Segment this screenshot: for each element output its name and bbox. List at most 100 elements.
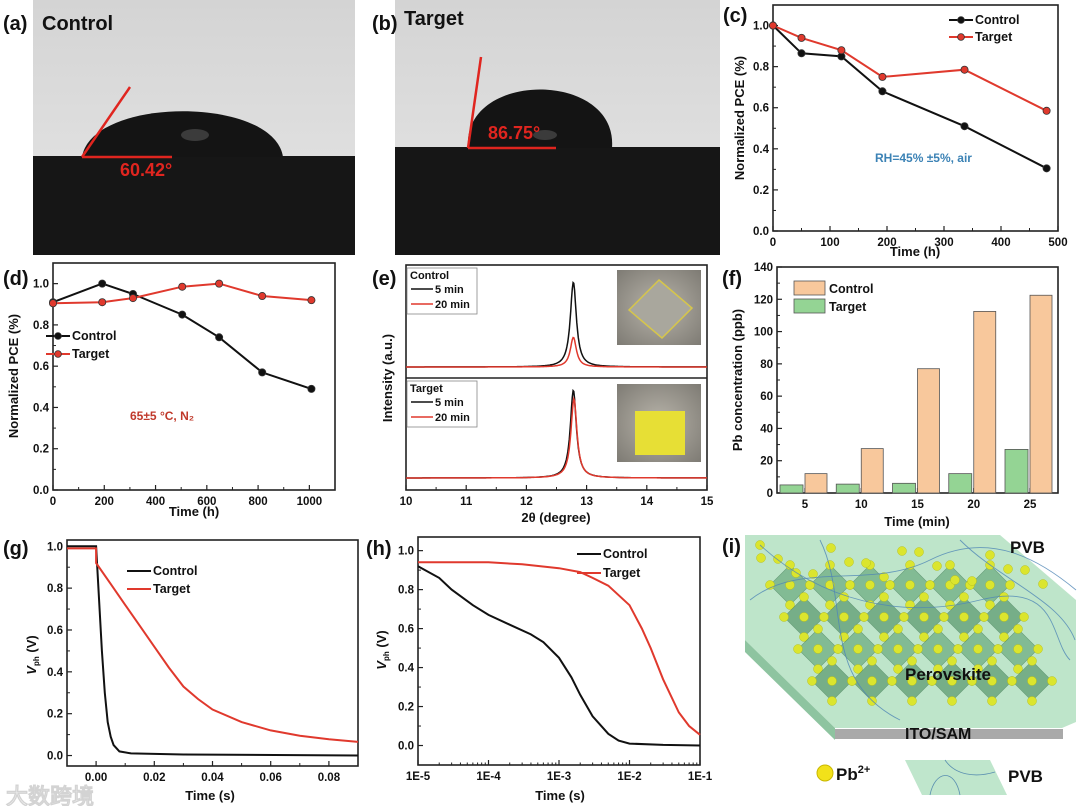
y-tick-label: 0.4 xyxy=(47,667,64,679)
x-tick-label: 400 xyxy=(146,496,165,508)
panel-i-schematic: PVB Perovskite ITO/SAM Pb2+ PVB (i) xyxy=(722,535,1077,796)
data-point-control xyxy=(178,310,187,319)
data-point-control xyxy=(307,384,316,393)
pb-ion-dot xyxy=(819,612,829,622)
legend-title: Control xyxy=(410,270,449,282)
x-tick-label: 0.06 xyxy=(260,772,282,784)
pb-ion-dot xyxy=(893,644,903,654)
x-tick-label: 10 xyxy=(855,499,868,511)
pb-ion-dot xyxy=(913,644,923,654)
label-pvb-top: PVB xyxy=(1010,538,1045,557)
legend-box xyxy=(406,267,478,315)
pb-ion-dot xyxy=(939,612,949,622)
y-tick-label: 0.8 xyxy=(47,583,64,595)
droplet xyxy=(467,89,613,148)
pb-ion-dot xyxy=(839,612,849,622)
pb-ion-dot xyxy=(1027,656,1037,666)
data-point-target xyxy=(769,21,778,30)
pb-ion-dot xyxy=(907,676,917,686)
pb-ion-dot xyxy=(885,580,895,590)
data-point-control xyxy=(797,49,806,58)
pb-ion-dot xyxy=(1033,644,1043,654)
legend-label-target: Target xyxy=(603,566,641,580)
y-tick-label: 0.6 xyxy=(47,625,63,637)
pb-ion-dot xyxy=(987,696,997,706)
y-tick-label: 20 xyxy=(760,456,773,468)
x-tick-label: 10 xyxy=(400,496,413,508)
pb-ion-dot xyxy=(1013,624,1023,634)
pvb-legend-chains xyxy=(929,759,996,796)
pb-ion-dot xyxy=(905,580,915,590)
x-tick-label: 1E-2 xyxy=(617,771,641,783)
photo-title-target: Target xyxy=(404,8,464,30)
pb-ion-dot xyxy=(967,576,977,586)
yellow-film xyxy=(635,411,685,455)
y-tick-label: 0 xyxy=(767,488,773,500)
pb-ion-dot xyxy=(785,580,795,590)
data-point-control xyxy=(215,333,224,342)
pb-ion-dot xyxy=(979,612,989,622)
pb-ion-dot xyxy=(879,632,889,642)
pb-ion-dot xyxy=(813,644,823,654)
y-tick-label: 0.6 xyxy=(33,361,49,373)
pb-ion-dot xyxy=(859,612,869,622)
pb-ion-dot xyxy=(999,632,1009,642)
pb-ion-dot xyxy=(967,676,977,686)
pb-ion-dot xyxy=(826,543,836,553)
panel-label-g: (g) xyxy=(3,538,29,560)
panel-label-i: (i) xyxy=(722,536,741,558)
x-tick-label: 14 xyxy=(640,496,653,508)
pb-ion-dot xyxy=(907,656,917,666)
pb-ion-dot xyxy=(879,612,889,622)
y-label-subscript: ph xyxy=(382,651,391,661)
pb-ion-dot xyxy=(985,550,995,560)
x-tick-label: 0.04 xyxy=(201,772,224,784)
substrate xyxy=(33,156,355,255)
plot-frame xyxy=(52,262,336,491)
x-tick-label: 500 xyxy=(1048,237,1067,249)
pb-ion-dot xyxy=(959,592,969,602)
pb-ion-dot xyxy=(907,696,917,706)
legend-label: 20 min xyxy=(435,299,470,311)
condition-annotation: RH=45% ±5%, air xyxy=(875,151,972,165)
data-point-target xyxy=(837,46,846,55)
x-tick-label: 600 xyxy=(197,496,216,508)
y-tick-label: 0.6 xyxy=(753,103,769,115)
y-tick-label: 0.2 xyxy=(33,444,49,456)
bar-control xyxy=(973,310,997,494)
panel-a-contact-angle-photo: 60.42° (a) Control xyxy=(3,0,355,255)
y-tick-label: 1.0 xyxy=(47,541,63,553)
data-point-control xyxy=(1042,164,1051,173)
pb-ion-dot xyxy=(853,644,863,654)
legend-label-target: Target xyxy=(829,300,867,314)
pb-ion-dot xyxy=(1005,580,1015,590)
pb-ion-dot xyxy=(945,560,955,570)
pvb-side xyxy=(745,640,835,740)
y-axis-label: Intensity (a.u.) xyxy=(380,334,395,422)
pb-ion-dot xyxy=(853,664,863,674)
data-point-control xyxy=(960,122,969,131)
pb-ion-dot xyxy=(779,612,789,622)
bar-target xyxy=(835,483,860,494)
series-line-control xyxy=(67,545,359,757)
y-label-subscript: ph xyxy=(32,656,41,666)
series-line-target xyxy=(67,547,359,743)
pb-ion-dot xyxy=(887,676,897,686)
pvb-polymer-chains xyxy=(749,539,1077,721)
x-axis-label: Time (s) xyxy=(535,788,585,803)
x-tick-label: 200 xyxy=(877,237,896,249)
bar-target xyxy=(779,484,804,494)
condition-annotation: 65±5 °C, N₂ xyxy=(130,409,194,423)
series-line-control xyxy=(772,24,1048,170)
legend-swatch-target xyxy=(793,298,826,314)
droplet-highlight xyxy=(181,129,209,141)
bar-target xyxy=(948,473,973,494)
pb-ion-dot xyxy=(933,664,943,674)
y-tick-label: 0.4 xyxy=(753,144,770,156)
data-point-target xyxy=(307,296,316,305)
pb-ion-dot xyxy=(799,632,809,642)
pb-ion-dot xyxy=(1020,565,1030,575)
pb-ion-dot xyxy=(973,664,983,674)
pb-ion-dot xyxy=(813,624,823,634)
pb-ion-dot xyxy=(925,580,935,590)
